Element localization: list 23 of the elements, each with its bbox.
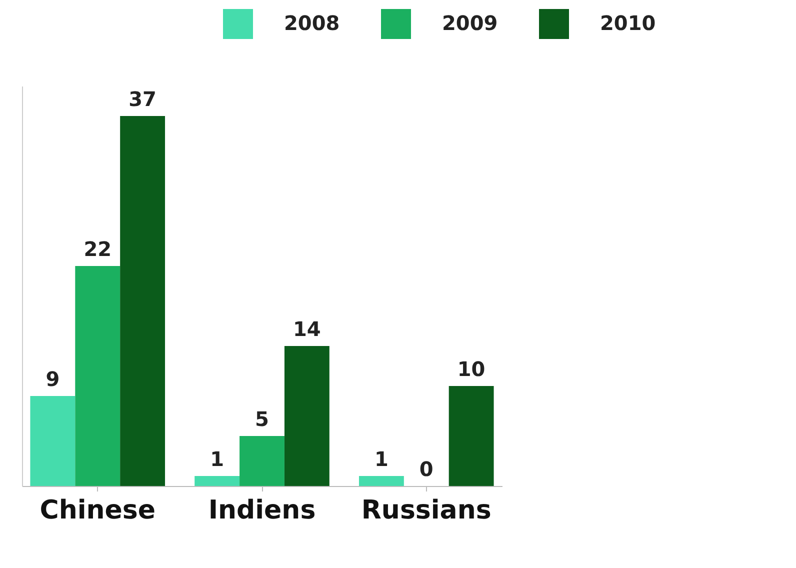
- data-label: 5: [255, 407, 269, 431]
- data-label: 0: [419, 457, 434, 481]
- bar: [358, 476, 404, 486]
- data-label: 22: [84, 237, 112, 261]
- legend-label: 2009: [442, 11, 498, 35]
- x-tick-label: Russians: [361, 496, 492, 526]
- bar: [284, 346, 330, 486]
- data-label: 37: [128, 87, 156, 111]
- x-tick-label: Indiens: [208, 496, 316, 526]
- legend-label: 2008: [284, 11, 340, 35]
- bar: [120, 116, 166, 486]
- x-tick-label: Chinese: [40, 496, 156, 526]
- data-label: 1: [374, 447, 388, 471]
- bar: [240, 436, 284, 486]
- data-label: 9: [46, 367, 60, 391]
- bar: [75, 266, 120, 486]
- bar: [194, 476, 240, 486]
- data-label: 1: [210, 447, 224, 471]
- legend-label: 2010: [600, 11, 656, 35]
- data-label: 10: [457, 357, 486, 381]
- bar: [448, 386, 494, 486]
- data-label: 14: [293, 317, 321, 341]
- bar: [30, 396, 76, 486]
